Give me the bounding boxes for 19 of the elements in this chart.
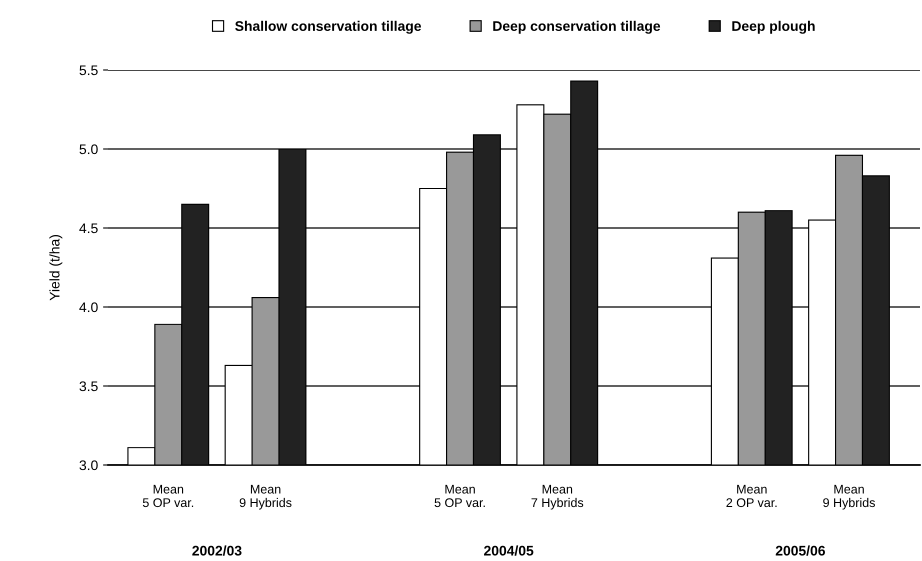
x-tick-label: Mean 9 Hybrids (823, 484, 875, 510)
y-axis-title: Yield (t/ha) (49, 235, 62, 301)
x-tick-label: Mean 7 Hybrids (532, 484, 584, 510)
x-tick-label: Mean 2 OP var. (726, 484, 777, 508)
text: 2002/03 (192, 545, 242, 556)
y-tick-label: 4.5 (79, 223, 98, 234)
legend-label: Shallow conservation tillage (235, 20, 422, 34)
y-tick-label: 4.0 (79, 302, 98, 312)
x-tick-label: Mean 9 Hybrids (240, 484, 292, 510)
legend-label: Deep plough (732, 20, 815, 34)
y-tick-label: 5.5 (80, 65, 98, 76)
text: 2005/06 (776, 545, 825, 556)
y-tick-label: 3.5 (80, 381, 98, 392)
text: 2004/05 (484, 545, 534, 556)
legend-label: Deep conservation tillage (493, 20, 660, 34)
x-tick-label: Mean 5 OP var. (434, 484, 485, 508)
y-tick-label: 5.0 (80, 144, 98, 154)
y-tick-label: 3.0 (80, 460, 98, 470)
x-tick-label: Mean 5 OP var. (142, 484, 194, 508)
